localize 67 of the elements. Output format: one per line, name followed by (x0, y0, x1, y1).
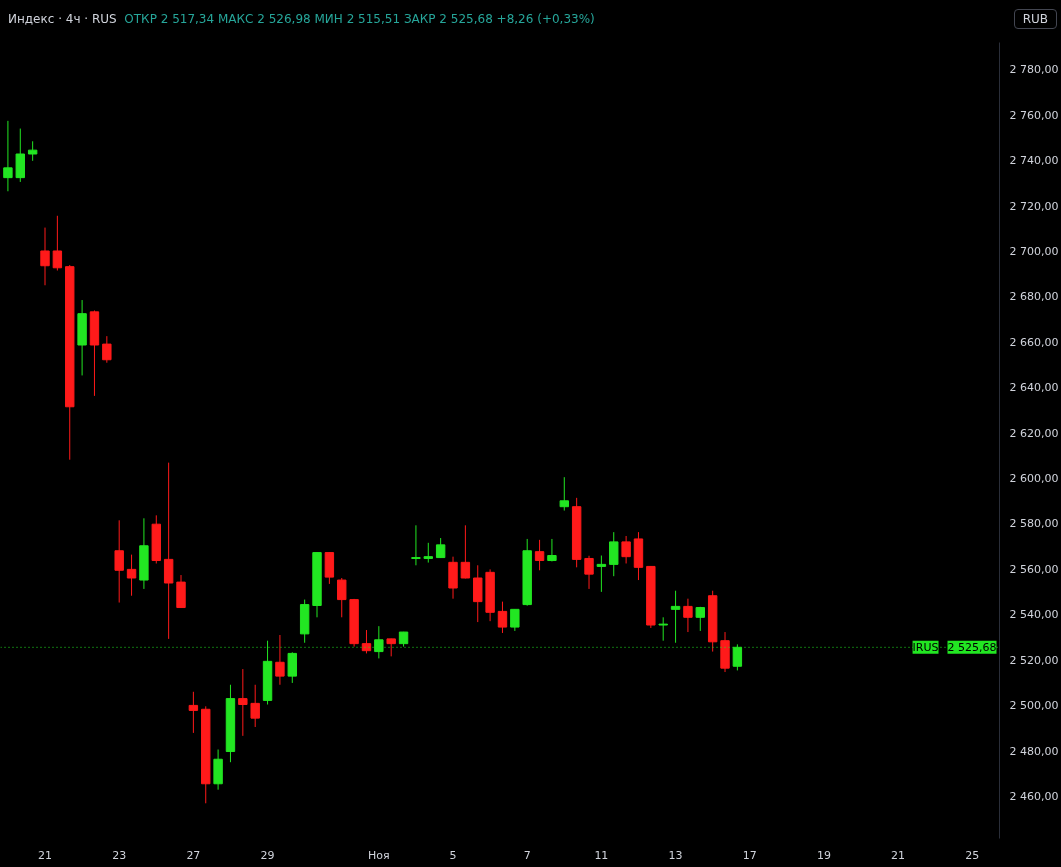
candlestick (337, 577, 347, 618)
candlestick (102, 335, 112, 364)
chart-subtitle: ОТКР 2 517,34 МАКС 2 526,98 МИН 2 515,51 ЗАКР 2 525,68 +8,26 (+0,33%) (124, 12, 595, 26)
y-tick-label: 2 740,00 (1009, 154, 1059, 168)
candlestick (473, 564, 483, 623)
candlestick (497, 601, 508, 634)
y-tick-label: 2 640,00 (1009, 381, 1059, 395)
annotation: 2 525,68 (947, 640, 997, 654)
candlestick (361, 629, 372, 654)
x-tick-label: 5 (449, 848, 457, 862)
x-tick-label: 21 (891, 848, 906, 862)
candlestick (163, 462, 174, 640)
y-tick-label: 2 580,00 (1009, 517, 1059, 531)
y-tick-label: 2 560,00 (1009, 562, 1059, 576)
candlestick (670, 590, 681, 644)
x-tick-label: 7 (523, 848, 531, 862)
candlestick (52, 215, 63, 272)
y-tick-label: 2 620,00 (1009, 426, 1059, 440)
candlestick (114, 519, 124, 604)
x-tick-label: 13 (668, 848, 683, 862)
candlestick (534, 539, 545, 571)
x-tick-label: 25 (965, 848, 980, 862)
y-tick-label: 2 760,00 (1009, 108, 1059, 122)
x-tick-label: 21 (38, 848, 53, 862)
candlestick (287, 651, 297, 684)
y-tick-label: 2 680,00 (1009, 290, 1059, 304)
candlestick (411, 524, 421, 566)
x-tick-label: 29 (260, 848, 275, 862)
candlestick (658, 616, 668, 642)
candlestick (238, 668, 248, 737)
x-tick-label: 23 (112, 848, 127, 862)
candlestick (460, 524, 471, 579)
candlestick (27, 140, 38, 162)
text: RUB (1013, 9, 1057, 29)
x-tick-label: Ноя (368, 848, 390, 862)
ref-line-label: IRUS (912, 640, 939, 654)
candlestick (275, 634, 285, 686)
candlestick (683, 598, 693, 633)
candlestick (40, 227, 50, 286)
x-tick-label: 19 (816, 848, 831, 862)
y-tick-label: 2 540,00 (1009, 608, 1059, 622)
y-tick-label: 2 500,00 (1009, 699, 1059, 713)
chart-title: Индекс · 4ч · RUS (8, 12, 117, 26)
candlestick (126, 554, 137, 597)
candlestick (695, 606, 705, 632)
y-tick-label: 2 460,00 (1009, 789, 1059, 803)
candlestick (423, 542, 433, 564)
candlestick (621, 535, 631, 564)
y-tick-label: 2 780,00 (1009, 63, 1059, 77)
candlestick (250, 684, 260, 728)
candlestick (584, 555, 594, 590)
y-tick-label: 2 660,00 (1009, 335, 1059, 349)
candlestick (3, 120, 13, 192)
x-tick-label: 11 (594, 848, 609, 862)
y-tick-label: 2 720,00 (1009, 199, 1059, 213)
candlestick (596, 555, 607, 593)
candlestick (510, 608, 520, 632)
y-tick-label: 2 520,00 (1009, 653, 1059, 667)
y-tick-label: 2 600,00 (1009, 472, 1059, 486)
candlestick (15, 128, 25, 183)
candlestick (609, 531, 619, 577)
y-tick-label: 2 700,00 (1009, 244, 1059, 258)
x-tick-label: 17 (742, 848, 757, 862)
y-tick-label: 2 480,00 (1009, 744, 1059, 758)
x-tick-label: 27 (186, 848, 201, 862)
candlestick (559, 476, 569, 512)
candlestick (188, 691, 199, 734)
